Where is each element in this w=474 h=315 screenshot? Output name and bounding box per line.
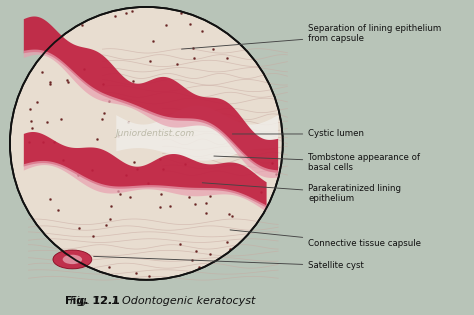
Polygon shape — [24, 132, 266, 208]
Polygon shape — [24, 16, 278, 173]
Text: Parakeratinized lining
epithelium: Parakeratinized lining epithelium — [202, 183, 401, 203]
Ellipse shape — [53, 250, 92, 269]
Text: Separation of lining epithelium
from capsule: Separation of lining epithelium from cap… — [182, 24, 441, 49]
Polygon shape — [24, 49, 278, 178]
Text: Cystic lumen: Cystic lumen — [232, 129, 364, 139]
Ellipse shape — [10, 7, 283, 280]
Polygon shape — [116, 106, 278, 161]
Text: Connective tissue capsule: Connective tissue capsule — [230, 230, 421, 248]
Text: Fig. 12.1 Odontogenic keratocyst: Fig. 12.1 Odontogenic keratocyst — [70, 296, 255, 306]
Ellipse shape — [63, 255, 82, 264]
Text: Satellite cyst: Satellite cyst — [94, 256, 364, 270]
Polygon shape — [24, 161, 266, 212]
Text: Tombstone appearance of
basal cells: Tombstone appearance of basal cells — [214, 152, 420, 172]
Text: Fig. 12.1: Fig. 12.1 — [65, 296, 119, 306]
Text: Juniordentist.com: Juniordentist.com — [116, 129, 195, 139]
